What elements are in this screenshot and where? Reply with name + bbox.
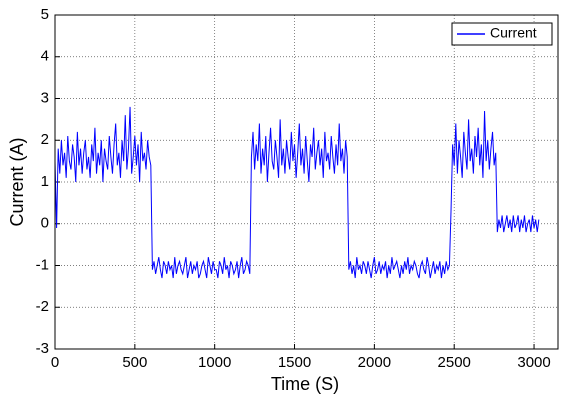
y-tick-label: -2 xyxy=(36,298,49,315)
x-axis-label: Time (S) xyxy=(271,374,339,394)
y-tick-label: 2 xyxy=(41,131,49,148)
y-tick-label: -1 xyxy=(36,256,49,273)
x-tick-label: 1000 xyxy=(198,354,231,371)
y-tick-label: 0 xyxy=(41,215,49,232)
legend: Current xyxy=(451,22,553,46)
y-tick-label: 3 xyxy=(41,89,49,106)
plot-area xyxy=(55,15,558,349)
data-line xyxy=(54,106,540,279)
y-tick-label: 4 xyxy=(41,48,49,65)
x-tick-label: 3000 xyxy=(517,354,550,371)
plot-frame xyxy=(54,14,559,350)
x-tick-label: 2000 xyxy=(358,354,391,371)
y-tick-label: 1 xyxy=(41,173,49,190)
y-axis-label: Current (A) xyxy=(7,137,27,226)
x-tick-label: 1500 xyxy=(278,354,311,371)
x-tick-label: 2500 xyxy=(438,354,471,371)
x-tick-label: 500 xyxy=(122,354,147,371)
y-tick-label: -3 xyxy=(36,340,49,357)
y-tick-label: 5 xyxy=(41,6,49,23)
legend-box xyxy=(451,22,553,46)
x-tick-label: 0 xyxy=(51,354,59,371)
legend-label: Current xyxy=(490,25,537,41)
